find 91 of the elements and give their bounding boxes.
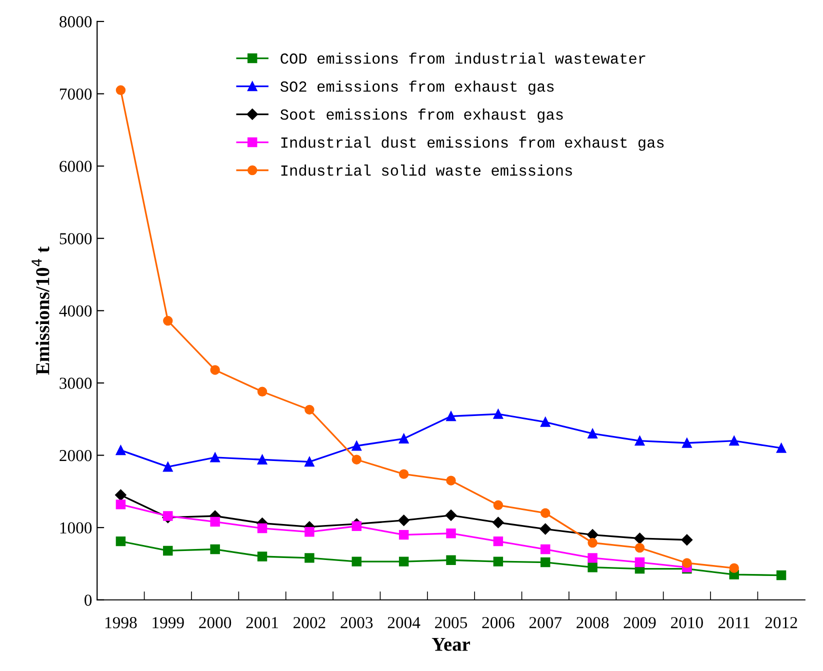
x-tick-label: 2005 — [435, 617, 468, 628]
point — [352, 556, 362, 566]
point — [210, 544, 220, 554]
x-tick-label: 2008 — [576, 617, 609, 628]
point — [115, 489, 126, 501]
legend-label: Industrial solid waste emissions — [281, 164, 572, 176]
point — [210, 365, 220, 375]
point — [540, 557, 550, 568]
point — [210, 452, 220, 462]
y-tick-label: 8000 — [60, 16, 92, 28]
y-tick-label: 7000 — [60, 88, 92, 100]
legend-label: COD emissions from industrial wastewater — [280, 52, 646, 64]
legend-label: SO2 emissions from exhaust gas — [280, 80, 554, 95]
legend-label: Soot emissions from exhaust gas — [280, 108, 563, 123]
point — [257, 454, 268, 464]
point — [163, 511, 173, 521]
x-tick-label: 2007 — [529, 617, 562, 628]
point — [634, 436, 645, 446]
x-tick-label: 2010 — [670, 617, 703, 628]
y-tick-label: 3000 — [60, 378, 92, 389]
x-axis-title: Year — [432, 638, 470, 651]
point — [634, 557, 645, 568]
y-tick-label: 6000 — [60, 160, 92, 172]
x-tick-label: 2011 — [718, 617, 750, 628]
point — [398, 556, 409, 566]
point — [776, 443, 786, 453]
point — [729, 436, 739, 446]
point — [776, 570, 786, 580]
x-tick-label: 2006 — [482, 617, 514, 628]
point — [163, 462, 173, 472]
y-tick-label: 2000 — [60, 450, 92, 462]
y-tick-label: 0 — [84, 594, 92, 606]
point — [540, 508, 550, 518]
point — [682, 438, 692, 448]
point — [681, 534, 693, 546]
point — [163, 316, 173, 326]
point — [682, 558, 692, 568]
point — [398, 469, 409, 479]
point — [257, 386, 268, 397]
x-tick-label: 2002 — [294, 617, 326, 628]
point — [210, 516, 220, 527]
point — [446, 476, 456, 486]
point — [398, 434, 409, 444]
point — [116, 536, 126, 546]
point — [540, 417, 550, 427]
x-tick-label: 1999 — [152, 617, 184, 628]
y-tick-label: 4000 — [59, 305, 92, 317]
point — [493, 536, 504, 546]
x-tick-label: 2000 — [199, 617, 232, 628]
point — [588, 553, 598, 563]
point — [304, 404, 314, 415]
point — [163, 546, 173, 556]
point — [257, 523, 268, 534]
point — [493, 556, 504, 566]
point — [446, 555, 456, 565]
point — [352, 521, 362, 531]
point — [493, 500, 504, 510]
y-axis-title: Emissions/10$^{4}$ t — [32, 246, 50, 375]
point — [540, 523, 551, 535]
point — [352, 441, 362, 451]
x-tick-label: 2004 — [388, 617, 420, 628]
legend-label: Industrial dust emissions from exhaust gas — [281, 136, 664, 151]
point — [445, 510, 457, 521]
point — [446, 528, 456, 538]
y-tick-label: 5000 — [60, 233, 92, 244]
point — [304, 527, 314, 537]
x-tick-label: 1998 — [106, 617, 137, 628]
point — [634, 532, 646, 544]
x-tick-label: 2009 — [624, 617, 656, 628]
x-tick-label: 2003 — [340, 617, 373, 628]
point — [446, 411, 456, 422]
x-tick-label: 2012 — [765, 617, 798, 628]
point — [634, 542, 645, 553]
point — [257, 552, 268, 562]
point — [588, 428, 598, 438]
point — [398, 530, 409, 540]
point — [729, 563, 739, 573]
point — [588, 562, 598, 572]
point — [540, 544, 550, 554]
x-tick-label: 2001 — [246, 617, 278, 628]
point — [398, 514, 410, 526]
point — [304, 456, 314, 467]
y-tick-label: 1000 — [60, 522, 92, 534]
point — [116, 85, 126, 96]
point — [304, 553, 314, 563]
point — [492, 516, 504, 528]
point — [588, 538, 598, 548]
point — [352, 454, 362, 464]
point — [116, 500, 126, 510]
point — [493, 409, 504, 419]
point — [116, 445, 126, 456]
